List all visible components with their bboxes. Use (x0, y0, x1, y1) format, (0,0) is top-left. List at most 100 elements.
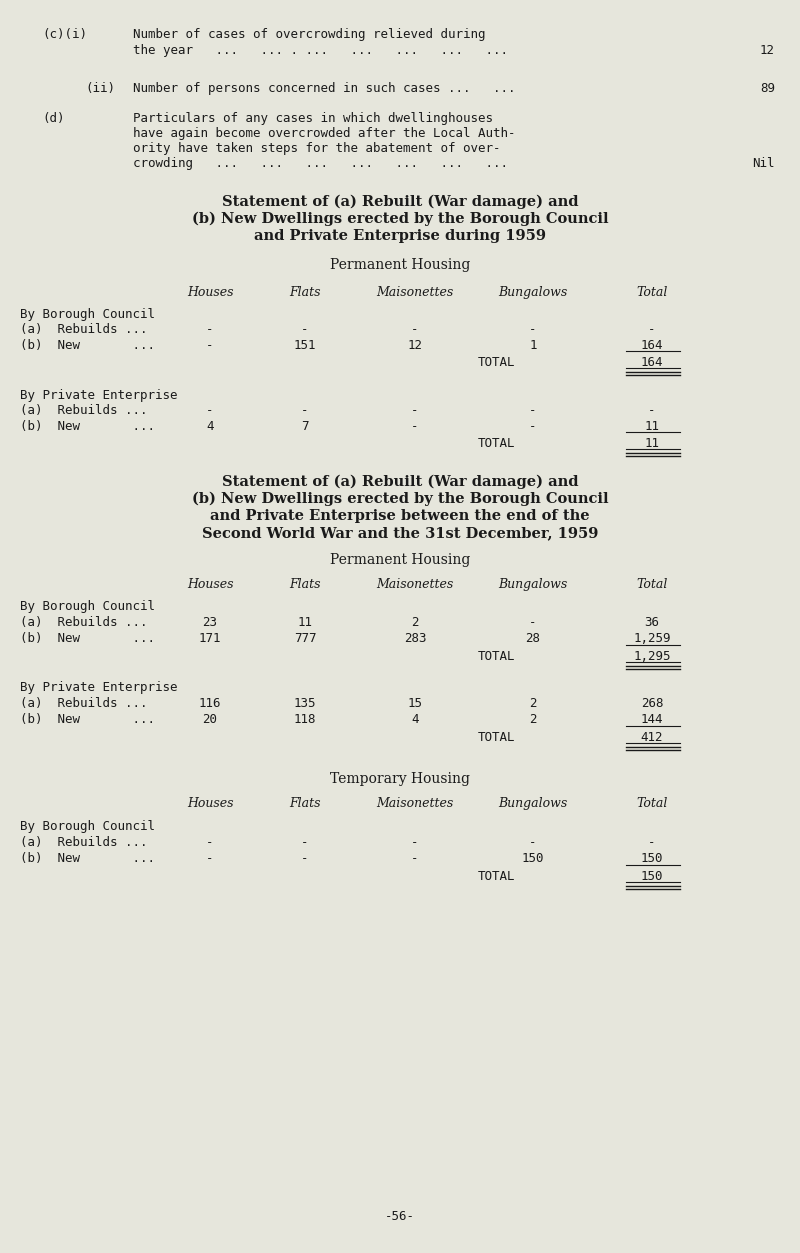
Text: (b)  New       ...: (b) New ... (20, 632, 155, 645)
Text: 151: 151 (294, 340, 316, 352)
Text: 15: 15 (407, 697, 422, 710)
Text: (ii): (ii) (85, 81, 115, 95)
Text: (b) New Dwellings erected by the Borough Council: (b) New Dwellings erected by the Borough… (192, 492, 608, 506)
Text: (b)  New       ...: (b) New ... (20, 420, 155, 434)
Text: Flats: Flats (290, 797, 321, 809)
Text: -: - (648, 836, 656, 850)
Text: Statement of (a) Rebuilt (War damage) and: Statement of (a) Rebuilt (War damage) an… (222, 475, 578, 490)
Text: Maisonettes: Maisonettes (376, 286, 454, 299)
Text: (d): (d) (42, 112, 65, 125)
Text: (b)  New       ...: (b) New ... (20, 340, 155, 352)
Text: 1: 1 (530, 340, 537, 352)
Text: 11: 11 (645, 437, 659, 450)
Text: (b) New Dwellings erected by the Borough Council: (b) New Dwellings erected by the Borough… (192, 212, 608, 227)
Text: Bungalows: Bungalows (498, 578, 568, 591)
Text: Number of persons concerned in such cases ...   ...: Number of persons concerned in such case… (133, 81, 515, 95)
Text: 2: 2 (411, 616, 418, 629)
Text: 2: 2 (530, 697, 537, 710)
Text: Maisonettes: Maisonettes (376, 797, 454, 809)
Text: (a)  Rebuilds ...: (a) Rebuilds ... (20, 403, 147, 417)
Text: -: - (411, 836, 418, 850)
Text: 777: 777 (294, 632, 316, 645)
Text: 118: 118 (294, 713, 316, 725)
Text: 150: 150 (641, 852, 663, 865)
Text: Flats: Flats (290, 578, 321, 591)
Text: 4: 4 (411, 713, 418, 725)
Text: -: - (648, 403, 656, 417)
Text: and Private Enterprise between the end of the: and Private Enterprise between the end o… (210, 509, 590, 523)
Text: TOTAL: TOTAL (478, 730, 515, 744)
Text: 1,295: 1,295 (634, 650, 670, 663)
Text: Bungalows: Bungalows (498, 286, 568, 299)
Text: -: - (302, 403, 309, 417)
Text: 150: 150 (641, 870, 663, 883)
Text: -: - (411, 323, 418, 336)
Text: (a)  Rebuilds ...: (a) Rebuilds ... (20, 836, 147, 850)
Text: Houses: Houses (186, 797, 234, 809)
Text: 4: 4 (206, 420, 214, 434)
Text: 164: 164 (641, 340, 663, 352)
Text: -: - (530, 403, 537, 417)
Text: -: - (302, 852, 309, 865)
Text: Total: Total (636, 286, 668, 299)
Text: 23: 23 (202, 616, 218, 629)
Text: -: - (302, 836, 309, 850)
Text: -: - (411, 852, 418, 865)
Text: TOTAL: TOTAL (478, 437, 515, 450)
Text: -: - (206, 340, 214, 352)
Text: 164: 164 (641, 356, 663, 368)
Text: 20: 20 (202, 713, 218, 725)
Text: and Private Enterprise during 1959: and Private Enterprise during 1959 (254, 229, 546, 243)
Text: (a)  Rebuilds ...: (a) Rebuilds ... (20, 697, 147, 710)
Text: (b)  New       ...: (b) New ... (20, 852, 155, 865)
Text: Permanent Housing: Permanent Housing (330, 553, 470, 568)
Text: crowding   ...   ...   ...   ...   ...   ...   ...: crowding ... ... ... ... ... ... ... (133, 157, 508, 170)
Text: -: - (206, 403, 214, 417)
Text: -: - (530, 420, 537, 434)
Text: Statement of (a) Rebuilt (War damage) and: Statement of (a) Rebuilt (War damage) an… (222, 195, 578, 209)
Text: 150: 150 (522, 852, 544, 865)
Text: 171: 171 (198, 632, 222, 645)
Text: Houses: Houses (186, 578, 234, 591)
Text: -: - (206, 852, 214, 865)
Text: Total: Total (636, 578, 668, 591)
Text: Permanent Housing: Permanent Housing (330, 258, 470, 272)
Text: 1,259: 1,259 (634, 632, 670, 645)
Text: TOTAL: TOTAL (478, 650, 515, 663)
Text: By Borough Council: By Borough Council (20, 819, 155, 833)
Text: 116: 116 (198, 697, 222, 710)
Text: -: - (530, 836, 537, 850)
Text: 268: 268 (641, 697, 663, 710)
Text: -: - (648, 323, 656, 336)
Text: -: - (302, 323, 309, 336)
Text: 144: 144 (641, 713, 663, 725)
Text: 36: 36 (645, 616, 659, 629)
Text: 7: 7 (302, 420, 309, 434)
Text: TOTAL: TOTAL (478, 870, 515, 883)
Text: Temporary Housing: Temporary Housing (330, 772, 470, 786)
Text: (c)(i): (c)(i) (42, 28, 87, 41)
Text: (a)  Rebuilds ...: (a) Rebuilds ... (20, 323, 147, 336)
Text: By Borough Council: By Borough Council (20, 600, 155, 613)
Text: 412: 412 (641, 730, 663, 744)
Text: 89: 89 (760, 81, 775, 95)
Text: (a)  Rebuilds ...: (a) Rebuilds ... (20, 616, 147, 629)
Text: Number of cases of overcrowding relieved during: Number of cases of overcrowding relieved… (133, 28, 486, 41)
Text: Total: Total (636, 797, 668, 809)
Text: have again become overcrowded after the Local Auth-: have again become overcrowded after the … (133, 127, 515, 140)
Text: 11: 11 (645, 420, 659, 434)
Text: Houses: Houses (186, 286, 234, 299)
Text: 28: 28 (526, 632, 541, 645)
Text: 11: 11 (298, 616, 313, 629)
Text: the year   ...   ... . ...   ...   ...   ...   ...: the year ... ... . ... ... ... ... ... (133, 44, 508, 56)
Text: Maisonettes: Maisonettes (376, 578, 454, 591)
Text: By Private Enterprise: By Private Enterprise (20, 388, 178, 402)
Text: -: - (530, 323, 537, 336)
Text: -: - (206, 323, 214, 336)
Text: 12: 12 (407, 340, 422, 352)
Text: -: - (411, 403, 418, 417)
Text: Particulars of any cases in which dwellinghouses: Particulars of any cases in which dwelli… (133, 112, 493, 125)
Text: Flats: Flats (290, 286, 321, 299)
Text: Second World War and the 31st December, 1959: Second World War and the 31st December, … (202, 526, 598, 540)
Text: TOTAL: TOTAL (478, 356, 515, 368)
